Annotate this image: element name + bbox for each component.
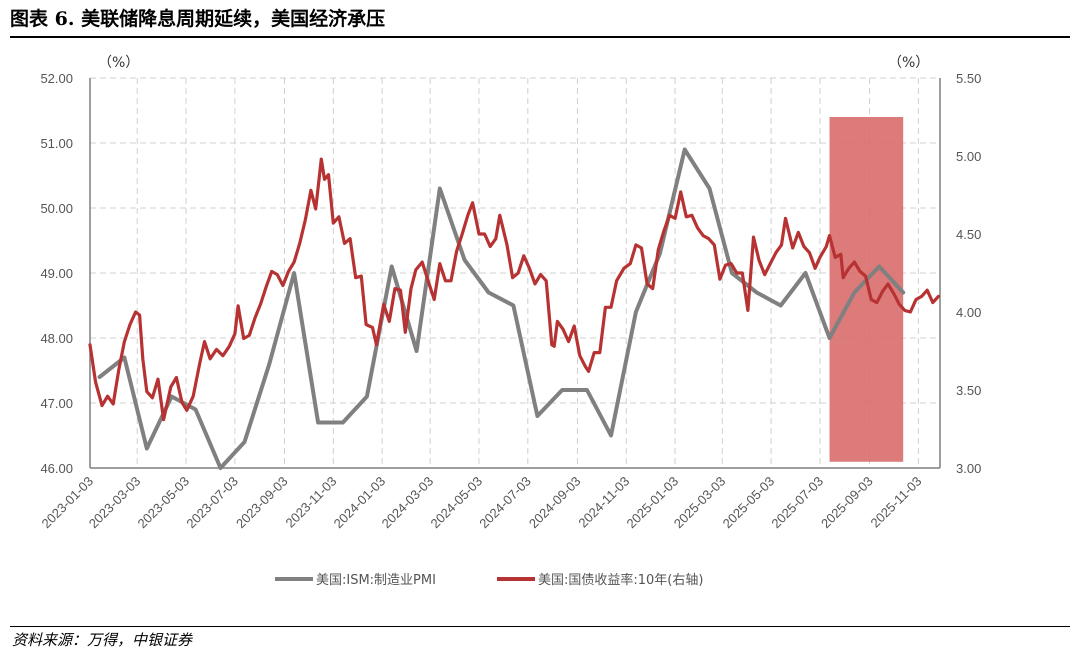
- grid-lines: [90, 77, 940, 468]
- x-tick-label: 2025-09-03: [818, 474, 876, 532]
- right-tick-label: 4.00: [956, 305, 981, 320]
- x-tick-label: 2023-07-03: [183, 474, 241, 532]
- x-tick-label: 2024-03-03: [379, 474, 437, 532]
- source-rule: [10, 626, 1070, 627]
- series-line-pmi: [97, 147, 906, 470]
- x-tick-label: 2025-07-03: [768, 474, 826, 532]
- right-tick-label: 5.50: [956, 71, 981, 86]
- title-rule: [10, 36, 1070, 38]
- series-lines: [88, 147, 941, 470]
- source-note: 资料来源：万得，中银证券: [12, 631, 193, 649]
- right-axis-unit: （%）: [888, 55, 929, 71]
- left-tick-label: 50.00: [40, 201, 73, 216]
- left-tick-label: 51.00: [40, 136, 73, 151]
- x-tick-label: 2025-03-03: [671, 474, 729, 532]
- left-tick-label: 48.00: [40, 331, 73, 346]
- series-line-yield: [88, 157, 941, 422]
- left-tick-label: 47.00: [40, 396, 73, 411]
- left-axis-unit: （%）: [98, 55, 139, 71]
- x-tick-label: 2024-05-03: [427, 474, 485, 532]
- right-tick-label: 3.00: [956, 461, 981, 476]
- figure-title: 图表 6. 美联储降息周期延续，美国经济承压: [10, 8, 386, 30]
- left-axis-ticks: 46.00 47.00 48.00 49.00 50.00 51.00 52.00: [40, 71, 73, 476]
- left-tick-label: 49.00: [40, 266, 73, 281]
- left-tick-label: 46.00: [40, 461, 73, 476]
- right-axis-ticks: 3.00 3.50 4.00 4.50 5.00 5.50: [956, 71, 981, 476]
- x-tick-label: 2023-03-03: [86, 474, 144, 532]
- x-tick-label: 2024-09-03: [526, 474, 584, 532]
- legend-label-pmi: 美国:ISM:制造业PMI: [316, 573, 436, 588]
- x-tick-label: 2025-05-03: [720, 474, 778, 532]
- legend-label-yield: 美国:国债收益率:10年(右轴): [538, 572, 703, 588]
- x-axis-ticks: 2023-01-032023-03-032023-05-032023-07-03…: [38, 474, 924, 532]
- x-tick-label: 2024-07-03: [476, 474, 534, 532]
- axes: [89, 78, 941, 469]
- right-tick-label: 5.00: [956, 149, 981, 164]
- right-tick-label: 3.50: [956, 383, 981, 398]
- right-tick-label: 4.50: [956, 227, 981, 242]
- left-tick-label: 52.00: [40, 71, 73, 86]
- x-tick-label: 2023-05-03: [135, 474, 193, 532]
- legend: 美国:ISM:制造业PMI 美国:国债收益率:10年(右轴): [275, 572, 703, 588]
- x-tick-label: 2023-09-03: [233, 474, 291, 532]
- x-tick-label: 2025-11-03: [868, 474, 925, 531]
